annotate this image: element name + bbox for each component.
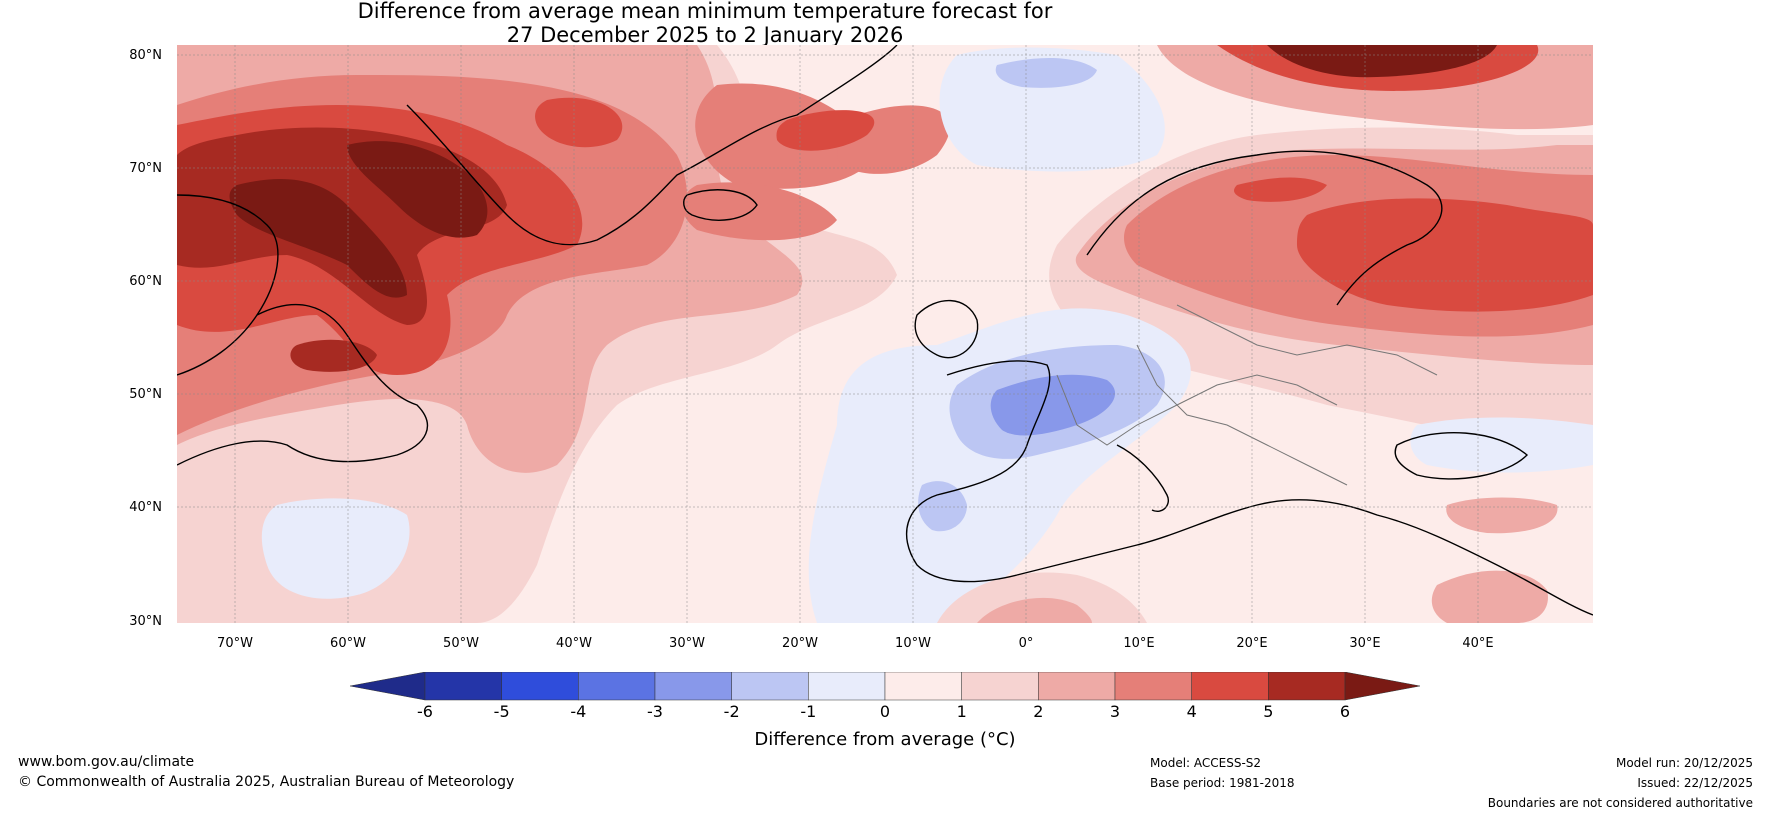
coastlines: [177, 45, 1593, 616]
colorbar-tick-label: 0: [879, 702, 891, 721]
footer-model: Model: ACCESS-S2: [1150, 756, 1262, 770]
colorbar-swatch: [654, 671, 732, 701]
anomaly-region-over6-greenland: [347, 141, 488, 238]
footer-model-run: Model run: 20/12/2025: [1615, 756, 1753, 770]
map-svg: [177, 45, 1593, 623]
graticule: [177, 45, 1593, 623]
lon-label-40w: 40°W: [556, 636, 592, 651]
lon-label-20w: 20°W: [782, 636, 818, 651]
lon-label-0: 0°: [1018, 636, 1034, 651]
footer-base-period: Base period: 1981-2018: [1150, 776, 1295, 790]
footer-url[interactable]: www.bom.gov.au/climate: [18, 754, 195, 770]
anomaly-region-0to-1-turkey: [1410, 417, 1593, 473]
colorbar-tick-label: -6: [417, 702, 433, 721]
anomaly-region-2to3-east-med: [1431, 570, 1548, 623]
coastline-labrador: [177, 303, 428, 466]
lon-label-10w: 10°W: [895, 636, 931, 651]
colorbar-label: Difference from average (°C): [754, 729, 1016, 750]
colorbar-tick-label: -2: [723, 702, 740, 721]
colorbar-swatch: [731, 671, 809, 701]
lat-label-40n: 40°N: [129, 500, 162, 515]
lon-label-30e: 30°E: [1349, 636, 1381, 651]
lat-label-50n: 50°N: [129, 387, 162, 402]
lat-label-30n: 30°N: [129, 614, 162, 629]
anomaly-region-minus1to2-arctic: [995, 58, 1097, 88]
colorbar-tick-label: 6: [1339, 702, 1351, 721]
anomaly-region-2to3-middle-east: [1446, 497, 1558, 534]
coastline-europe: [906, 360, 1051, 583]
lon-label-60w: 60°W: [330, 636, 366, 651]
title-line-1: Difference from average mean minimum tem…: [357, 0, 1053, 23]
footer-issued: Issued: 22/12/2025: [1637, 776, 1753, 790]
anomaly-region-2to3-north-africa: [977, 597, 1092, 623]
colorbar-extend-high: [1344, 671, 1421, 701]
anomaly-region-0to-1-arctic: [939, 47, 1165, 172]
anomaly-region-0to-1-azores: [261, 498, 410, 599]
colorbar-tick-label: -1: [800, 702, 817, 721]
colorbar-swatch: [578, 671, 656, 701]
colorbar-swatch: [424, 671, 502, 701]
colorbar-tick-label: 3: [1109, 702, 1121, 721]
country-borders: [1056, 304, 1438, 486]
anomaly-region-4to5-norway: [1234, 177, 1327, 202]
coastline-iceland: [683, 189, 758, 221]
anomaly-region-over6-barents: [1267, 45, 1497, 78]
colorbar-swatch: [1114, 671, 1192, 701]
colorbar-swatch: [961, 671, 1039, 701]
colorbar-tick-label: 5: [1263, 702, 1274, 721]
colorbar-tick-label: -3: [647, 702, 663, 721]
colorbar-svg: [349, 671, 1421, 701]
colorbar-swatch: [884, 671, 962, 701]
colorbar-tick-label: 4: [1186, 702, 1197, 721]
anomaly-region-minus2to3-france: [990, 374, 1116, 436]
anomaly-region-over6-baffin: [229, 179, 407, 298]
coastline-north-america: [177, 194, 279, 376]
anomaly-region-1to2-north-africa: [937, 572, 1147, 623]
lon-label-10e: 10°E: [1123, 636, 1155, 651]
coastline-italy: [1116, 444, 1169, 512]
title-line-2: 27 December 2025 to 2 January 2026: [506, 23, 904, 47]
coastline-greenland: [406, 45, 898, 246]
colorbar-extend-low: [349, 671, 426, 701]
coastline-scandinavia: [1086, 150, 1443, 306]
lon-label-70w: 70°W: [217, 636, 253, 651]
lon-label-50w: 50°W: [443, 636, 479, 651]
lat-label-80n: 80°N: [129, 48, 162, 63]
lon-label-30w: 30°W: [669, 636, 705, 651]
anomaly-map: [177, 45, 1593, 623]
anomaly-region-4to5-east-greenland: [776, 110, 875, 151]
anomaly-region-4to5-russia: [1297, 198, 1593, 312]
coastline-black-sea: [1394, 431, 1529, 480]
lon-label-40e: 40°E: [1462, 636, 1494, 651]
coastline-britain: [914, 299, 979, 359]
map-title: Difference from average mean minimum tem…: [0, 0, 1410, 47]
lat-label-60n: 60°N: [129, 274, 162, 289]
anomaly-region-4to5-sea: [535, 97, 623, 148]
colorbar-swatch: [1038, 671, 1116, 701]
footer-copyright: © Commonwealth of Australia 2025, Austra…: [18, 774, 515, 790]
lat-label-70n: 70°N: [129, 161, 162, 176]
colorbar-swatch: [808, 671, 886, 701]
colorbar-tick-label: -5: [493, 702, 510, 721]
colorbar-tick-label: 1: [956, 702, 967, 721]
footer-disclaimer: Boundaries are not considered authoritat…: [1487, 796, 1753, 810]
colorbar-swatch: [1191, 671, 1269, 701]
anomaly-region-minus1to2-iberia: [918, 481, 967, 532]
lon-label-20e: 20°E: [1236, 636, 1268, 651]
colorbar-tick-label: 2: [1033, 702, 1044, 721]
anomaly-region-3to4-iceland: [682, 182, 837, 241]
colorbar-swatch: [1268, 671, 1346, 701]
colorbar: [349, 671, 1421, 708]
coastline-mediterranean: [1016, 499, 1593, 616]
colorbar-swatch: [501, 671, 579, 701]
colorbar-tick-label: -4: [570, 702, 587, 721]
